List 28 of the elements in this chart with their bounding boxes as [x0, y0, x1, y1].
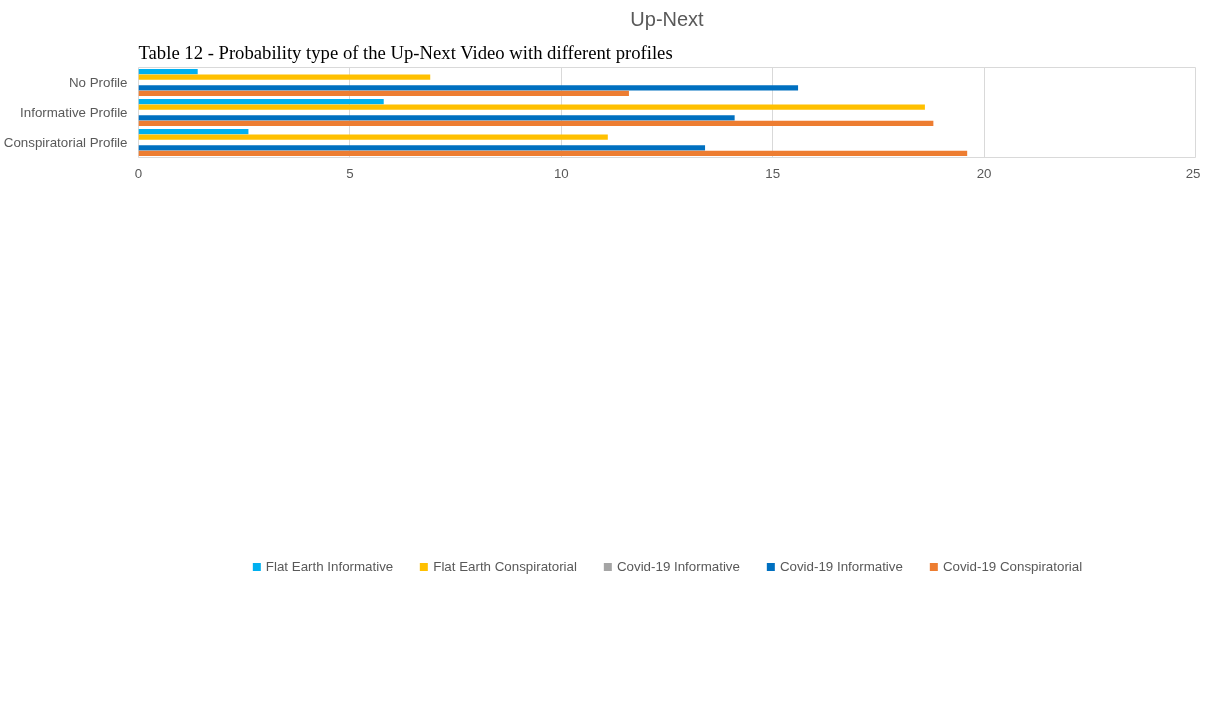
y-tick-label: Conspiratorial Profile — [3, 135, 128, 150]
y-tick-label: Informative Profile — [20, 105, 128, 120]
bar — [138, 99, 384, 105]
bar — [138, 74, 431, 80]
legend-label: Flat Earth Conspiratorial — [433, 558, 577, 574]
x-tick-label: 20 — [976, 165, 992, 181]
x-tick-label: 15 — [765, 165, 781, 181]
bar — [138, 85, 799, 91]
bar — [138, 150, 968, 156]
x-tick-label: 5 — [346, 165, 354, 181]
bar — [138, 129, 249, 135]
bar — [138, 115, 735, 121]
caption: Table 12 - Probability type of the Up-Next Video with different profiles — [138, 41, 673, 63]
x-tick-label: 10 — [553, 165, 569, 181]
bar — [138, 120, 934, 126]
bar — [138, 90, 629, 96]
chart-title: Up-Next — [630, 7, 705, 30]
bar — [138, 134, 608, 140]
bar — [138, 69, 198, 75]
legend-label: Flat Earth Informative — [265, 558, 394, 574]
legend-label: Covid-19 Informative — [779, 558, 903, 574]
x-tick-label: 25 — [1185, 165, 1201, 181]
legend-label: Covid-19 Informative — [616, 558, 740, 574]
y-tick-label: No Profile — [68, 75, 128, 90]
x-tick-label: 0 — [134, 165, 143, 181]
bar — [138, 145, 706, 151]
bar — [138, 104, 925, 110]
legend-label: Covid-19 Conspiratorial — [942, 558, 1083, 574]
